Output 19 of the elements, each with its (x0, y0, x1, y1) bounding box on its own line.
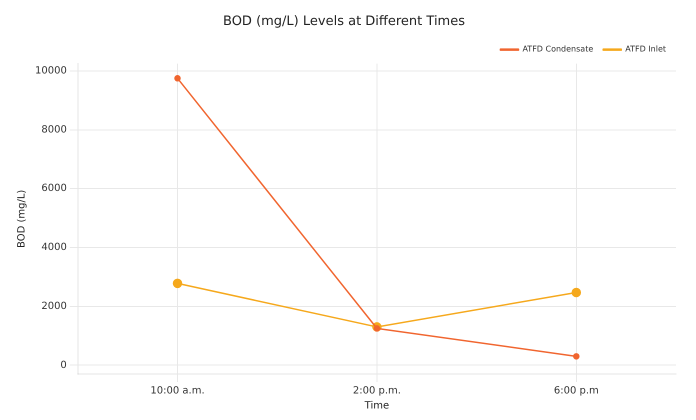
y-tick-label: 0 (60, 360, 67, 371)
point (174, 75, 181, 82)
x-tick-label: 10:00 a.m. (150, 386, 205, 397)
point (172, 278, 182, 288)
y-tick-label: 4000 (41, 242, 67, 254)
point (573, 353, 580, 360)
legend-label: ATFD Inlet (625, 44, 666, 54)
y-axis-title: BOD (mg/L) (16, 190, 28, 248)
y-tick-label: 6000 (41, 183, 67, 194)
point (572, 288, 582, 298)
legend-label: ATFD Condensate (522, 44, 594, 54)
y-tick-label: 8000 (41, 124, 67, 136)
chart-title: BOD (mg/L) Levels at Different Times (223, 14, 466, 30)
y-tick-label: 10000 (35, 66, 67, 77)
point (374, 325, 380, 332)
x-tick-label: 6:00 p.m (554, 386, 599, 397)
x-axis-title: Time (364, 400, 390, 412)
y-tick-label: 2000 (41, 300, 67, 312)
x-tick-label: 2:00 p.m. (352, 386, 401, 397)
